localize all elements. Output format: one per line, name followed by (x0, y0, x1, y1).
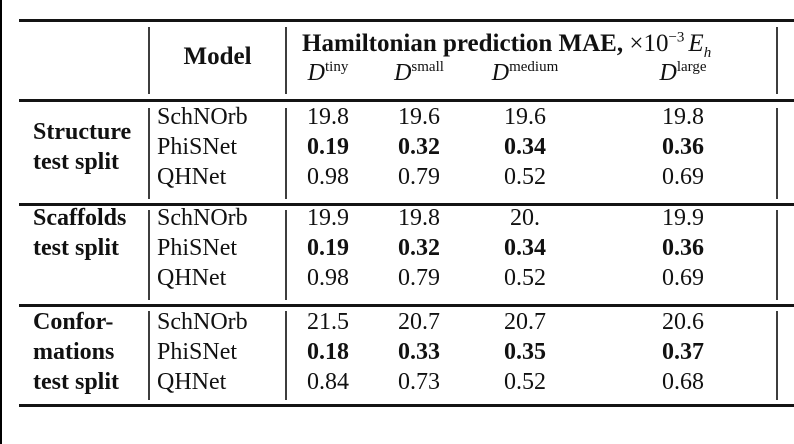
table-bottom-rule (19, 404, 794, 407)
section-rule-2 (19, 304, 794, 307)
title-unit-hartree: Eh (688, 30, 712, 61)
mae-value-best: 0.18 (307, 339, 349, 365)
column-header-model: Model (183, 43, 252, 70)
vsep-labels-s2 (148, 210, 150, 300)
mae-value: 0.69 (662, 164, 704, 190)
mae-value: 19.8 (662, 104, 704, 130)
vsep-labels-s3 (148, 311, 150, 400)
table-top-rule (19, 19, 794, 22)
mae-value-best: 0.36 (662, 134, 704, 160)
vsep-model-header (285, 27, 287, 94)
column-header-dataset-large: Dlarge (659, 59, 707, 87)
mae-value: 21.5 (307, 309, 349, 335)
model-name: PhiSNet (157, 339, 238, 365)
table-title: Hamiltonian prediction MAE, ×10−3 Eh (302, 29, 712, 61)
mae-value: 19.9 (307, 205, 349, 231)
page-left-edge (0, 0, 2, 444)
mae-value: 0.79 (398, 265, 440, 291)
header-bottom-rule (19, 99, 794, 102)
mae-value: 0.68 (662, 369, 704, 395)
mae-value-best: 0.32 (398, 134, 440, 160)
split-label-line: Structure (33, 119, 132, 145)
mae-value: 19.6 (504, 104, 546, 130)
model-name: PhiSNet (157, 235, 238, 261)
mae-value: 0.52 (504, 265, 546, 291)
mae-value: 19.8 (398, 205, 440, 231)
vsep-right-header (776, 27, 778, 94)
mae-value-best: 0.19 (307, 134, 349, 160)
mae-value: 20.7 (398, 309, 440, 335)
column-header-dataset-tiny: Dtiny (307, 59, 349, 87)
title-mae-label: Hamiltonian prediction MAE, (302, 30, 624, 57)
mae-value: 0.84 (307, 369, 349, 395)
column-header-dataset-medium: Dmedium (491, 59, 559, 87)
mae-value: 0.52 (504, 369, 546, 395)
split-label-line: Confor- (33, 309, 114, 335)
mae-value: 19.9 (662, 205, 704, 231)
vsep-model-s3 (285, 311, 287, 400)
mae-value: 20. (510, 205, 540, 231)
vsep-labels-s1 (148, 108, 150, 199)
mae-value-best: 0.36 (662, 235, 704, 261)
title-exponent: −3 (668, 29, 685, 46)
model-name: PhiSNet (157, 134, 238, 160)
split-label-line: test split (33, 369, 119, 395)
mae-value: 0.73 (398, 369, 440, 395)
model-name: QHNet (157, 164, 227, 190)
mae-value: 20.7 (504, 309, 546, 335)
split-label-line: test split (33, 235, 119, 261)
title-scale-factor: ×10−3 Eh (629, 29, 712, 61)
split-label-line: Scaffolds (33, 205, 127, 231)
mae-value: 0.98 (307, 265, 349, 291)
column-header-dataset-small: Dsmall (394, 59, 444, 87)
vsep-labels-header (148, 27, 150, 94)
mae-value: 19.6 (398, 104, 440, 130)
vsep-model-s1 (285, 108, 287, 199)
mae-value: 0.69 (662, 265, 704, 291)
vsep-right-s1 (776, 108, 778, 199)
mae-value: 20.6 (662, 309, 704, 335)
mae-value-best: 0.35 (504, 339, 546, 365)
mae-value-best: 0.34 (504, 134, 546, 160)
model-name: SchNOrb (157, 309, 248, 335)
vsep-model-s2 (285, 210, 287, 300)
mae-value: 0.79 (398, 164, 440, 190)
mae-value: 19.8 (307, 104, 349, 130)
split-label-line: test split (33, 149, 119, 175)
mae-value-best: 0.34 (504, 235, 546, 261)
section-rule-1 (19, 203, 794, 206)
mae-value: 0.98 (307, 164, 349, 190)
model-name: QHNet (157, 265, 227, 291)
model-name: QHNet (157, 369, 227, 395)
vsep-right-s3 (776, 311, 778, 400)
mae-value-best: 0.32 (398, 235, 440, 261)
vsep-right-s2 (776, 210, 778, 300)
mae-value-best: 0.19 (307, 235, 349, 261)
mae-value-best: 0.37 (662, 339, 704, 365)
model-name: SchNOrb (157, 205, 248, 231)
mae-value: 0.52 (504, 164, 546, 190)
split-label-line: mations (33, 339, 115, 365)
mae-value-best: 0.33 (398, 339, 440, 365)
model-name: SchNOrb (157, 104, 248, 130)
